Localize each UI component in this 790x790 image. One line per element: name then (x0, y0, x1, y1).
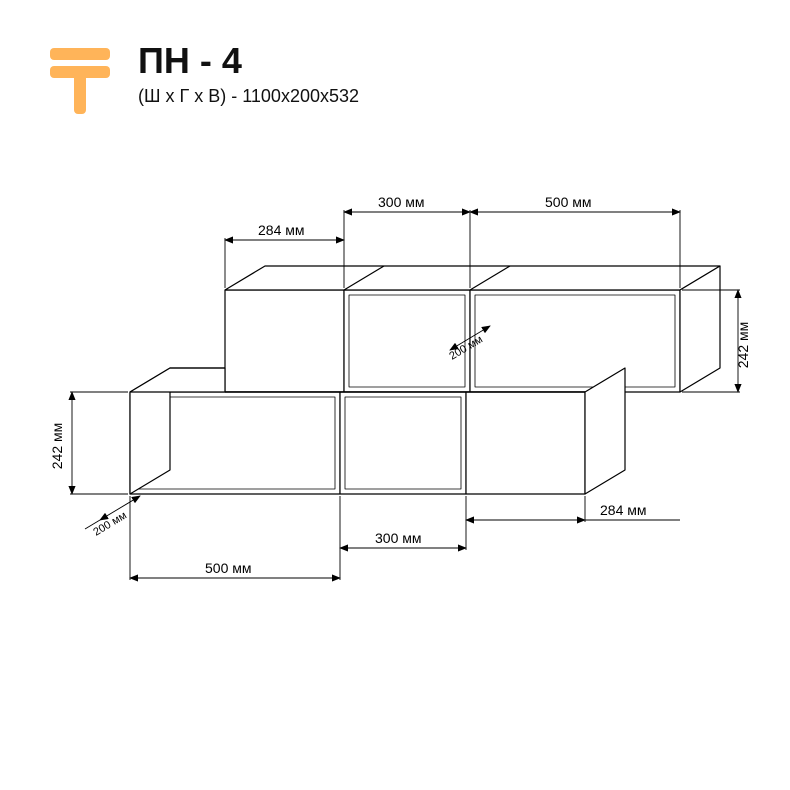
technical-drawing: 284 мм 300 мм 500 мм 242 мм 242 мм 500 м… (0, 160, 790, 720)
svg-text:500 мм: 500 мм (205, 560, 252, 576)
header: ПН - 4 (Ш x Г x В) - 1100x200x532 (40, 40, 359, 120)
svg-text:242 мм: 242 мм (49, 423, 65, 470)
svg-text:284 мм: 284 мм (600, 502, 647, 518)
svg-text:300 мм: 300 мм (378, 194, 425, 210)
brand-logo-icon (40, 40, 120, 120)
shelf-geometry (130, 266, 720, 494)
svg-text:284 мм: 284 мм (258, 222, 305, 238)
product-title: ПН - 4 (138, 40, 359, 82)
product-subtitle: (Ш x Г x В) - 1100x200x532 (138, 86, 359, 107)
svg-text:500 мм: 500 мм (545, 194, 592, 210)
svg-text:300 мм: 300 мм (375, 530, 422, 546)
svg-text:242 мм: 242 мм (735, 322, 751, 369)
